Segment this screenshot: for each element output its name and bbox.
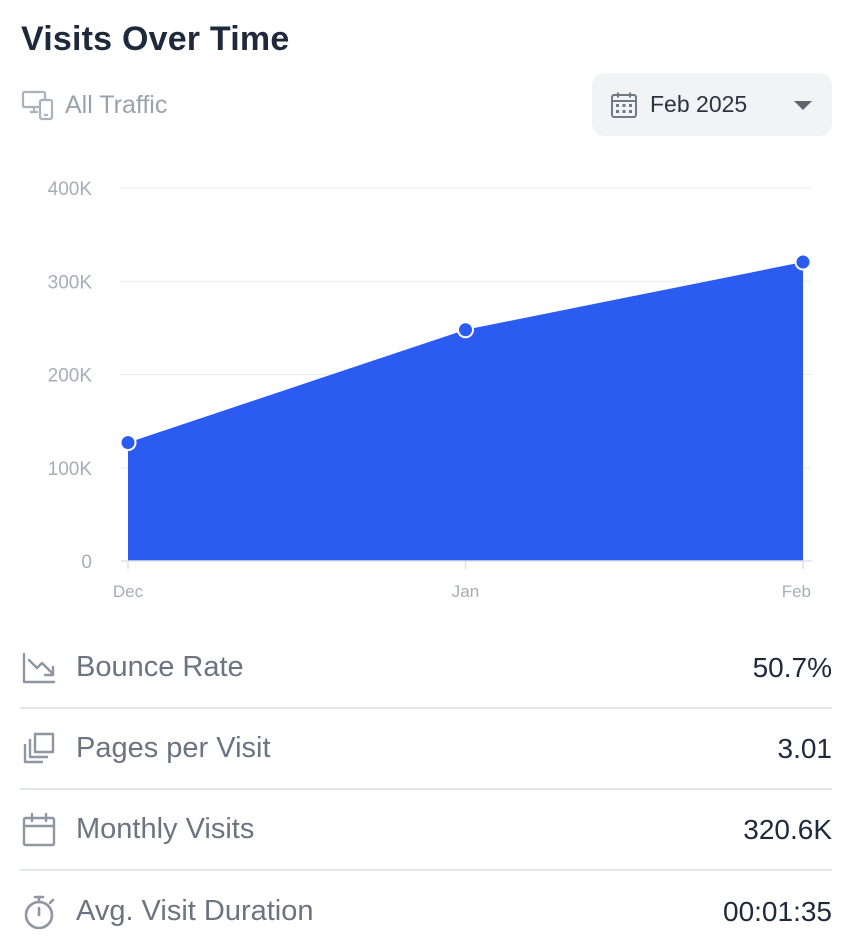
metric-row-bounce-rate: Bounce Rate 50.7% xyxy=(20,628,832,709)
y-tick-label: 400K xyxy=(48,179,93,200)
pages-stack-icon xyxy=(20,730,58,768)
y-tick-label: 100K xyxy=(48,459,93,480)
data-point xyxy=(794,253,812,271)
visits-area xyxy=(128,262,803,561)
metric-value: 00:01:35 xyxy=(723,895,832,927)
stopwatch-icon xyxy=(20,893,58,931)
devices-icon xyxy=(21,90,54,121)
metric-value: 50.7% xyxy=(752,651,832,683)
traffic-filter: All Traffic xyxy=(21,88,167,122)
y-tick-label: 0 xyxy=(81,552,92,573)
date-selector-label: Feb 2025 xyxy=(650,91,748,117)
page-title: Visits Over Time xyxy=(21,20,290,58)
metric-row-pages-per-visit: Pages per Visit 3.01 xyxy=(20,709,832,790)
metric-value: 3.01 xyxy=(777,732,833,764)
metric-label: Monthly Visits xyxy=(76,813,255,845)
x-tick-label: Feb xyxy=(782,582,811,601)
x-tick-label: Jan xyxy=(452,582,479,601)
data-point xyxy=(119,434,137,452)
x-tick-label: Dec xyxy=(113,582,144,601)
metric-label: Avg. Visit Duration xyxy=(76,895,314,927)
metric-label: Pages per Visit xyxy=(76,732,271,764)
visits-chart: 0 100K 200K 300K 400K Dec Jan Feb xyxy=(48,179,812,601)
metrics-list: Bounce Rate 50.7% Pages per Visit 3.01 M… xyxy=(20,628,832,952)
metric-row-avg-visit-duration: Avg. Visit Duration 00:01:35 xyxy=(20,871,832,952)
data-point xyxy=(457,321,474,339)
metric-row-monthly-visits: Monthly Visits 320.6K xyxy=(20,790,832,871)
calendar-icon xyxy=(20,811,58,849)
y-tick-label: 300K xyxy=(48,272,93,293)
metric-label: Bounce Rate xyxy=(76,651,244,683)
traffic-filter-label: All Traffic xyxy=(65,90,168,119)
y-tick-label: 200K xyxy=(48,366,93,387)
calendar-icon xyxy=(611,92,637,118)
date-selector[interactable]: Feb 2025 xyxy=(592,73,832,136)
chevron-down-icon xyxy=(794,100,812,110)
metric-value: 320.6K xyxy=(743,813,832,845)
trend-down-icon xyxy=(20,649,58,687)
